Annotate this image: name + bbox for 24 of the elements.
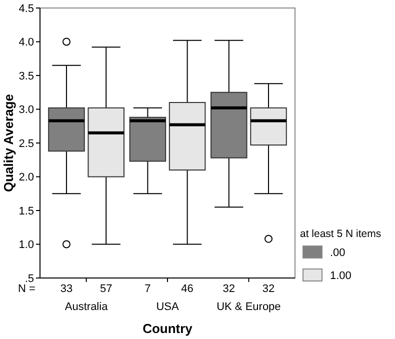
text: 32 (262, 283, 275, 295)
text: 33 (60, 283, 73, 295)
x-tick-label: Australia (64, 301, 109, 313)
legend-title: at least 5 N items (300, 228, 382, 240)
y-tick-label: 4.5 (18, 2, 34, 15)
text: 46 (181, 283, 194, 295)
y-tick-label: 1.0 (18, 239, 34, 252)
y-tick-label: 1.5 (18, 205, 34, 218)
legend-label: 1.00 (330, 270, 352, 282)
y-tick-label: 3.0 (18, 104, 34, 116)
x-tick-label: USA (156, 301, 180, 313)
y-tick-label: 2.0 (18, 172, 34, 184)
text: 7 (144, 283, 151, 295)
y-tick-label: 3.5 (18, 70, 34, 82)
y-tick-label: 2.5 (18, 138, 34, 150)
x-axis-title: Country (142, 321, 194, 336)
y-tick-label: .5 (24, 272, 34, 285)
text: N = (18, 283, 36, 295)
text: 57 (100, 283, 112, 295)
legend-label: .00 (330, 246, 346, 259)
text: 32 (222, 283, 236, 295)
y-axis-title: Quality Average (1, 94, 16, 192)
x-tick-label: UK & Europe (216, 301, 281, 313)
y-tick-label: 4.0 (18, 36, 34, 49)
